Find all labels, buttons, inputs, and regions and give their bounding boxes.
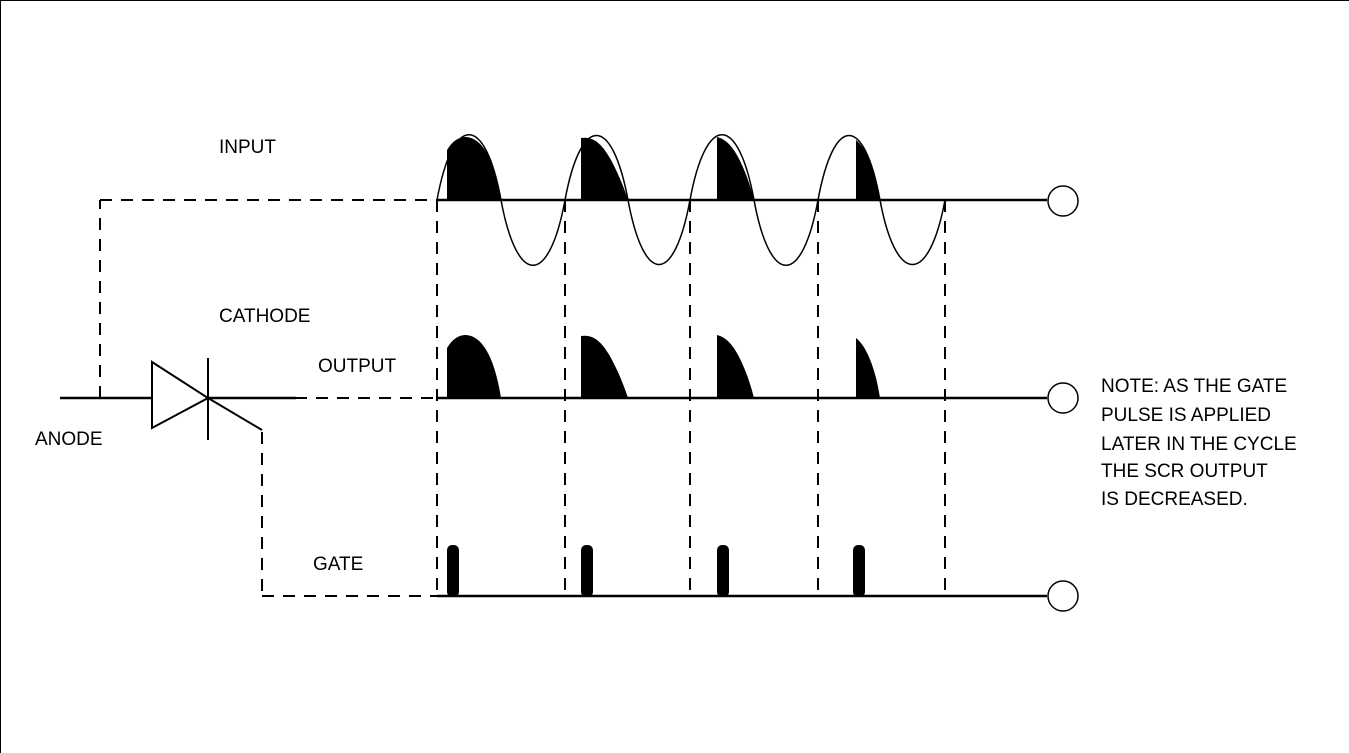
- gate-terminal: [1047, 580, 1079, 612]
- note-line-3: LATER IN THE CYCLE: [1101, 434, 1297, 455]
- scr-triangle: [151, 360, 210, 430]
- output-pulses: [447, 335, 880, 398]
- input-fill-cycle-4: [856, 140, 880, 200]
- input-fill-cycle-3: [717, 137, 754, 200]
- terminals: [1047, 185, 1079, 612]
- gate-pulses: [447, 545, 865, 597]
- note-block: NOTE: AS THE GATE PULSE IS APPLIED LATER…: [1101, 376, 1297, 510]
- scr-symbol: [151, 358, 263, 440]
- output-pulse-4: [856, 338, 880, 398]
- note-line-2: PULSE IS APPLIED: [1101, 405, 1271, 426]
- output-label: OUTPUT: [318, 356, 397, 377]
- gate-pulse-2: [581, 545, 593, 597]
- scr-gate-lead: [207, 397, 263, 431]
- note-line-4: THE SCR OUTPUT: [1101, 461, 1268, 482]
- input-fill-cycle-1: [447, 137, 501, 200]
- output-pulse-2: [581, 335, 628, 398]
- input-conduction-fills: [447, 137, 880, 200]
- anode-label: ANODE: [35, 429, 103, 450]
- note-line-5: IS DECREASED.: [1101, 489, 1248, 510]
- note-line-1: NOTE: AS THE GATE: [1101, 376, 1287, 397]
- input-fill-cycle-2: [581, 137, 628, 200]
- output-terminal: [1047, 382, 1079, 414]
- input-sine-wave: [436, 134, 946, 266]
- gate-label: GATE: [313, 554, 363, 575]
- cathode-label: CATHODE: [219, 306, 310, 327]
- gate-pulse-3: [717, 545, 729, 597]
- input-label: INPUT: [219, 137, 276, 158]
- output-pulse-1: [447, 335, 501, 398]
- gate-pulse-1: [447, 545, 459, 597]
- input-terminal: [1047, 185, 1079, 217]
- output-pulse-3: [717, 335, 754, 398]
- gate-pulse-4: [853, 545, 865, 597]
